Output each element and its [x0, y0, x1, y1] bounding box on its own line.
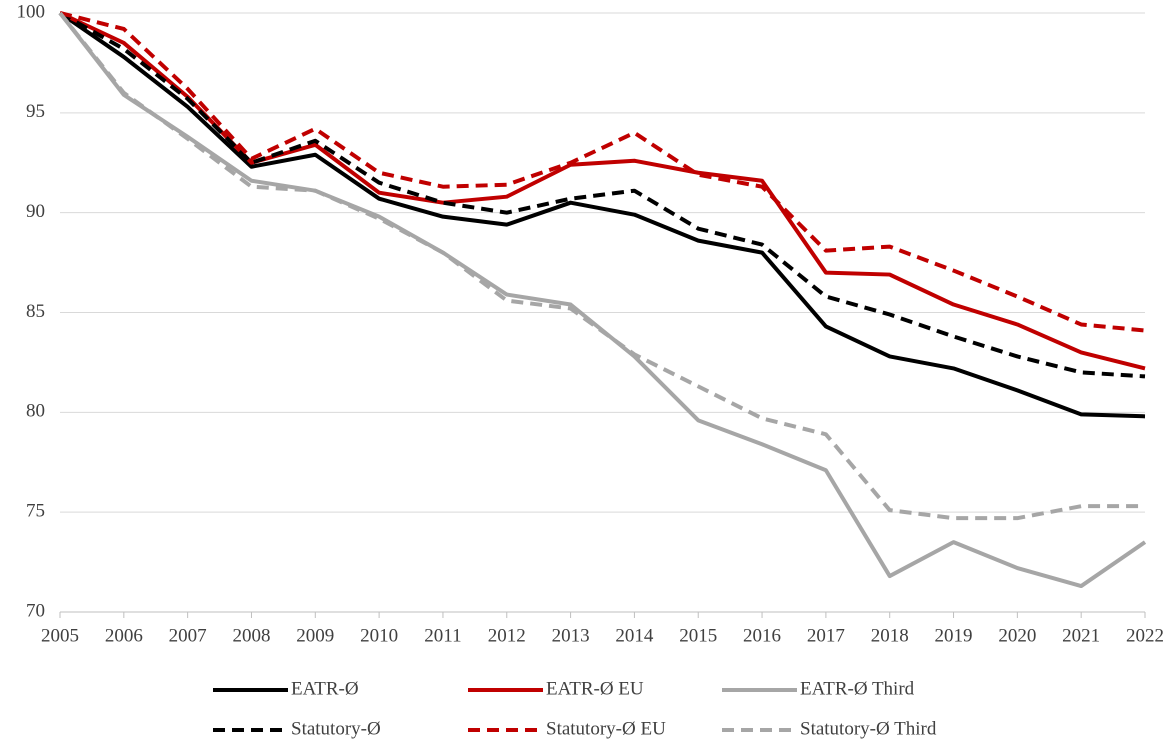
x-tick-label: 2020: [998, 625, 1036, 646]
x-tick-label: 2006: [105, 625, 143, 646]
y-tick-label: 95: [26, 101, 45, 122]
y-tick-label: 90: [26, 201, 45, 222]
legend-label: Statutory-Ø: [291, 718, 381, 739]
x-tick-label: 2021: [1062, 625, 1100, 646]
x-tick-label: 2014: [615, 625, 654, 646]
x-tick-label: 2008: [232, 625, 270, 646]
series-line: [58, 11, 1145, 521]
legend-label: Statutory-Ø Third: [800, 718, 937, 739]
series-line: [59, 11, 1146, 333]
y-tick-label: 80: [26, 401, 45, 422]
x-tick-label: 2012: [488, 625, 526, 646]
series-line: [58, 11, 1147, 589]
x-tick-label: 2013: [552, 625, 590, 646]
x-tick-label: 2016: [743, 625, 781, 646]
x-tick-label: 2009: [296, 625, 334, 646]
legend-label: EATR-Ø EU: [546, 678, 644, 699]
x-tick-label: 2011: [424, 625, 461, 646]
x-tick-label: 2018: [871, 625, 909, 646]
legend-label: Statutory-Ø EU: [546, 718, 666, 739]
y-tick-label: 70: [26, 600, 45, 621]
x-tick-label: 2015: [679, 625, 717, 646]
x-tick-label: 2017: [807, 625, 845, 646]
y-tick-label: 100: [17, 1, 46, 22]
legend-label: EATR-Ø Third: [800, 678, 915, 699]
x-tick-label: 2005: [41, 625, 79, 646]
y-tick-label: 85: [26, 301, 45, 322]
x-tick-label: 2007: [169, 625, 207, 646]
y-tick-label: 75: [26, 501, 45, 522]
x-tick-label: 2022: [1126, 625, 1164, 646]
x-tick-label: 2010: [360, 625, 398, 646]
legend-label: EATR-Ø: [291, 678, 359, 699]
series-line: [58, 11, 1146, 419]
series-line: [59, 11, 1146, 379]
series-line: [59, 11, 1146, 371]
x-tick-label: 2019: [935, 625, 973, 646]
